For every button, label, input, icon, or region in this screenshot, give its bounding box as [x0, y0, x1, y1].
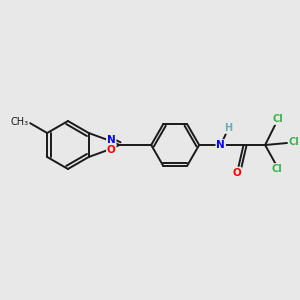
Text: O: O [107, 145, 116, 155]
Text: Cl: Cl [289, 137, 299, 147]
Text: H: H [224, 123, 232, 133]
Text: Cl: Cl [273, 114, 283, 124]
Text: N: N [107, 135, 116, 145]
Text: O: O [232, 168, 241, 178]
Text: CH₃: CH₃ [11, 117, 29, 127]
Text: N: N [216, 140, 225, 150]
Text: Cl: Cl [272, 164, 283, 174]
